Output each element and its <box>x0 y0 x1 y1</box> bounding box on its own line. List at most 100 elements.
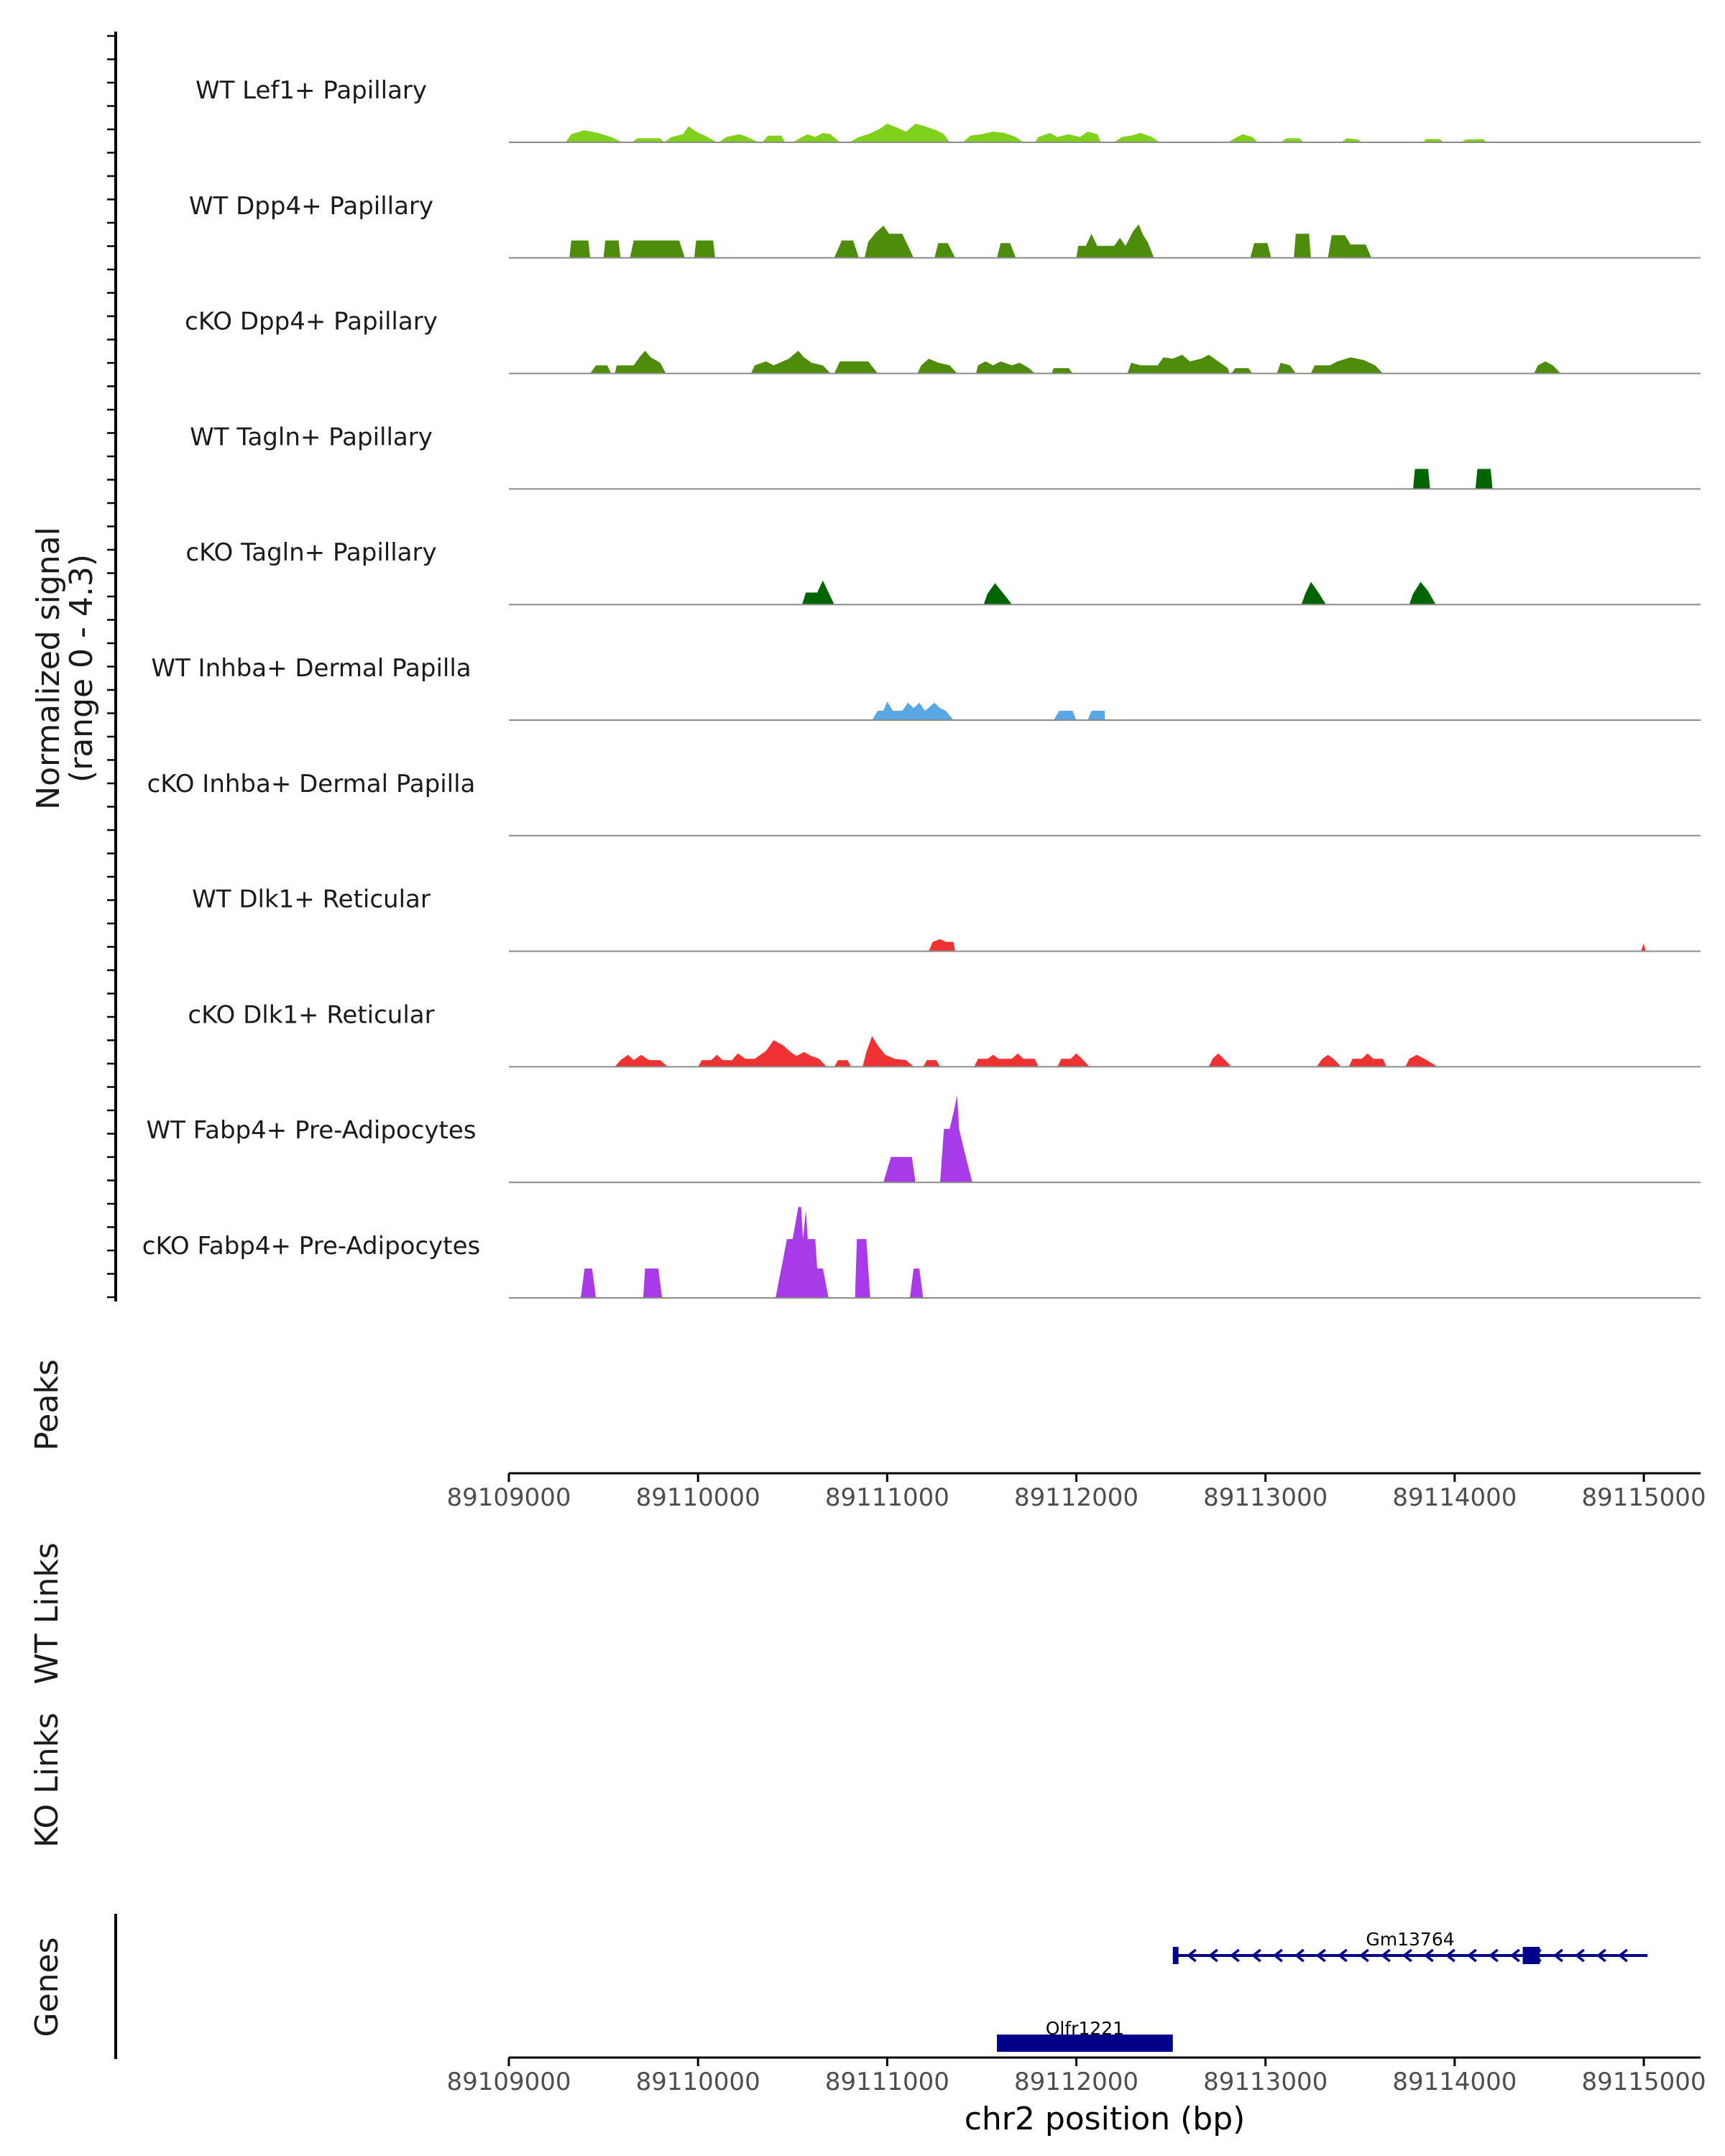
coverage-peak-wt-inhba-dermal-papilla-1 <box>872 701 954 720</box>
coverage-peak-wt-dlk1-reticular-1 <box>929 939 956 952</box>
gene-label-olfr1221: Olfr1221 <box>1046 2018 1124 2039</box>
peaks-x-tick-label-5: 89113000 <box>1203 1483 1328 1512</box>
track-wt-inhba-dermal-papilla: WT Inhba+ Dermal Papilla <box>151 654 1701 721</box>
gene-strand-arrow-gm13764-15 <box>1488 1948 1499 1963</box>
track-cko-dpp4-papillary: cKO Dpp4+ Papillary <box>185 308 1701 374</box>
gene-strand-arrow-gm13764-6 <box>1294 1948 1305 1963</box>
coverage-peak-wt-dpp4-papillary-6 <box>864 226 914 258</box>
genes-x-tick-label-7: 89115000 <box>1582 2068 1706 2096</box>
coverage-peak-wt-dpp4-papillary-11 <box>1294 234 1311 258</box>
coverage-peak-cko-dpp4-papillary-11 <box>1310 357 1383 374</box>
track-label-cko-inhba-dermal-papilla: cKO Inhba+ Dermal Papilla <box>147 770 476 798</box>
track-wt-tagln-papillary: WT Tagln+ Papillary <box>190 423 1701 490</box>
coverage-peak-cko-dpp4-papillary-10 <box>1276 362 1296 374</box>
gene-strand-arrow-gm13764-1 <box>1186 1948 1197 1963</box>
gene-exon-gm13764-1 <box>1172 1947 1179 1964</box>
coverage-peak-wt-inhba-dermal-papilla-3 <box>1087 711 1105 720</box>
peaks-x-tick-label-6: 89114000 <box>1392 1483 1517 1512</box>
gene-label-gm13764: Gm13764 <box>1366 1929 1454 1950</box>
coverage-peak-cko-dlk1-reticular-9 <box>1316 1054 1341 1067</box>
coverage-peak-cko-tagln-papillary-3 <box>1301 581 1326 605</box>
coverage-y-ticks <box>107 34 116 1299</box>
coverage-peak-cko-fabp4-pre-adipocytes-5 <box>909 1268 924 1298</box>
peaks-x-tick-label-1: 89109000 <box>446 1483 571 1512</box>
peaks-x-axis: 89109000 89110000 89111000 89112000 89113000… <box>446 1473 1706 1512</box>
gene-strand-arrow-gm13764-9 <box>1358 1948 1369 1963</box>
coverage-peak-wt-inhba-dermal-papilla-2 <box>1053 711 1077 720</box>
peaks-x-tick-label-7: 89115000 <box>1582 1483 1706 1512</box>
wt-links-label: WT Links <box>29 1542 65 1684</box>
coverage-peak-cko-dlk1-reticular-5 <box>923 1060 940 1067</box>
coverage-peak-cko-fabp4-pre-adipocytes-2 <box>643 1268 663 1298</box>
track-cko-inhba-dermal-papilla: cKO Inhba+ Dermal Papilla <box>147 770 1701 837</box>
coverage-peak-cko-tagln-papillary-2 <box>983 583 1012 605</box>
coverage-peak-cko-dpp4-papillary-6 <box>976 361 1035 374</box>
coverage-peak-wt-lef1-papillary-1 <box>566 130 622 142</box>
gene-strand-arrow-gm13764-21 <box>1617 1948 1628 1963</box>
genes-label: Genes <box>29 1937 65 2037</box>
track-label-wt-dlk1-reticular: WT Dlk1+ Reticular <box>192 885 431 914</box>
gene-strand-arrow-gm13764-2 <box>1208 1948 1218 1963</box>
y-axis-title-line2: (range 0 - 4.3) <box>63 554 100 783</box>
peaks-x-tick-label-4: 89112000 <box>1014 1483 1138 1512</box>
track-label-wt-inhba-dermal-papilla: WT Inhba+ Dermal Papilla <box>151 654 471 683</box>
coverage-peak-cko-dlk1-reticular-10 <box>1348 1053 1387 1067</box>
track-wt-lef1-papillary: WT Lef1+ Papillary <box>196 76 1701 143</box>
genes-x-tick-label-4: 89112000 <box>1014 2068 1138 2096</box>
track-label-wt-dpp4-papillary: WT Dpp4+ Papillary <box>189 192 433 221</box>
coverage-peak-wt-dpp4-papillary-1 <box>569 240 591 258</box>
coverage-peak-cko-dlk1-reticular-7 <box>1057 1053 1090 1067</box>
coverage-peak-wt-lef1-papillary-7 <box>849 124 950 142</box>
gene-strand-arrow-gm13764-5 <box>1272 1948 1283 1963</box>
coverage-peak-wt-lef1-papillary-8 <box>962 132 1024 142</box>
coverage-peak-cko-dpp4-papillary-2 <box>615 351 666 374</box>
coverage-peak-cko-fabp4-pre-adipocytes-3 <box>776 1207 829 1298</box>
track-wt-dpp4-papillary: WT Dpp4+ Papillary <box>189 192 1701 259</box>
genes-x-axis: 89109000 89110000 89111000 89112000 89113000… <box>446 2058 1706 2096</box>
ko-links-label: KO Links <box>29 1713 65 1848</box>
coverage-peak-wt-dlk1-reticular-2 <box>1641 943 1646 952</box>
coverage-peak-wt-lef1-papillary-9 <box>1034 132 1101 142</box>
genes-x-tick-label-3: 89111000 <box>825 2068 949 2096</box>
track-label-wt-fabp4-pre-adipocytes: WT Fabp4+ Pre-Adipocytes <box>147 1116 477 1145</box>
gene-strand-arrow-gm13764-18 <box>1552 1948 1563 1963</box>
track-label-cko-dpp4-papillary: cKO Dpp4+ Papillary <box>185 308 438 336</box>
track-wt-fabp4-pre-adipocytes: WT Fabp4+ Pre-Adipocytes <box>147 1095 1701 1184</box>
coverage-peak-cko-dpp4-papillary-8 <box>1127 354 1230 374</box>
gene-gm13764: Gm13764 <box>1172 1929 1648 1964</box>
gene-strand-arrow-gm13764-7 <box>1315 1948 1326 1963</box>
coverage-peak-cko-fabp4-pre-adipocytes-4 <box>855 1239 870 1298</box>
track-cko-fabp4-pre-adipocytes: cKO Fabp4+ Pre-Adipocytes <box>142 1207 1701 1299</box>
coverage-peak-cko-dlk1-reticular-3 <box>834 1060 852 1067</box>
coverage-peak-cko-dlk1-reticular-4 <box>862 1036 914 1067</box>
track-cko-dlk1-reticular: cKO Dlk1+ Reticular <box>188 1000 1701 1068</box>
coverage-peak-wt-dpp4-papillary-9 <box>1076 224 1154 258</box>
coverage-peak-cko-tagln-papillary-1 <box>801 580 834 605</box>
coverage-peak-wt-dpp4-papillary-2 <box>603 240 621 258</box>
coverage-peak-wt-lef1-papillary-3 <box>663 126 717 142</box>
coverage-peak-wt-tagln-papillary-1 <box>1413 469 1430 489</box>
gene-strand-arrow-gm13764-19 <box>1574 1948 1585 1963</box>
coverage-peak-wt-lef1-papillary-4 <box>719 134 759 142</box>
peaks-x-tick-label-3: 89111000 <box>825 1483 949 1512</box>
gene-strand-arrow-gm13764-4 <box>1251 1948 1261 1963</box>
coverage-peak-wt-dpp4-papillary-7 <box>934 243 956 258</box>
coverage-peak-cko-dlk1-reticular-1 <box>615 1054 668 1067</box>
gene-strand-arrow-gm13764-10 <box>1380 1948 1391 1963</box>
track-label-wt-lef1-papillary: WT Lef1+ Papillary <box>196 76 427 105</box>
track-label-cko-fabp4-pre-adipocytes: cKO Fabp4+ Pre-Adipocytes <box>142 1232 481 1261</box>
coverage-peak-cko-dpp4-papillary-9 <box>1231 368 1253 374</box>
coverage-peak-wt-lef1-papillary-15 <box>1460 139 1487 142</box>
coverage-peak-cko-dpp4-papillary-12 <box>1534 361 1561 374</box>
y-axis-title-line1: Normalized signal <box>30 527 67 810</box>
coverage-peak-cko-dpp4-papillary-1 <box>590 365 612 374</box>
genes-x-tick-label-1: 89109000 <box>446 2068 571 2096</box>
coverage-peak-cko-dlk1-reticular-2 <box>698 1040 827 1067</box>
coverage-peak-wt-tagln-papillary-2 <box>1475 469 1493 489</box>
coverage-peak-cko-dpp4-papillary-7 <box>1052 368 1073 374</box>
coverage-peak-wt-dpp4-papillary-12 <box>1328 235 1372 258</box>
coverage-peak-wt-dpp4-papillary-5 <box>834 240 859 258</box>
coverage-peak-cko-dpp4-papillary-4 <box>834 361 878 374</box>
coverage-peak-wt-lef1-papillary-5 <box>762 135 786 142</box>
track-label-wt-tagln-papillary: WT Tagln+ Papillary <box>190 423 433 451</box>
